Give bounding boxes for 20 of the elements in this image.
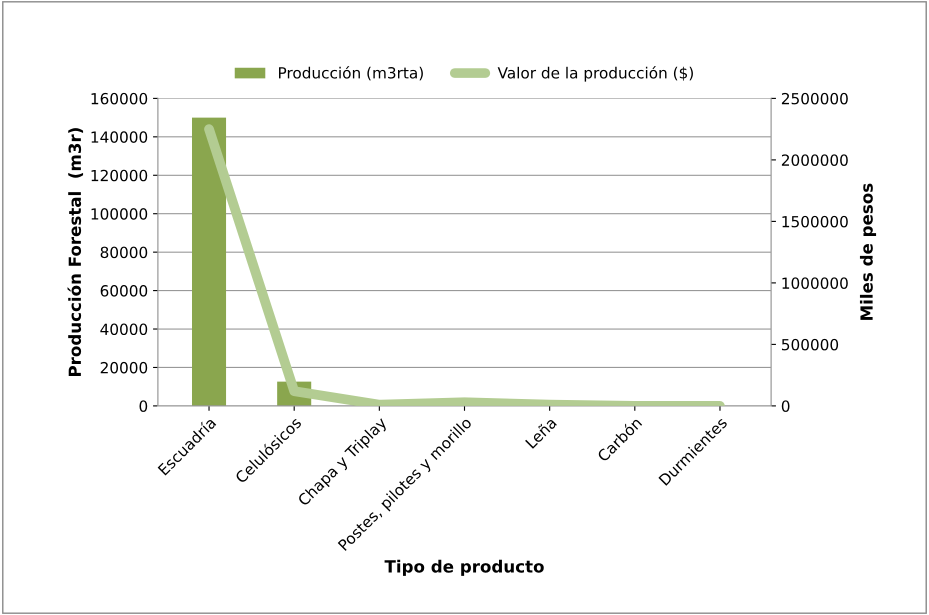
y-axis-title: Producción Forestal (m3r): [68, 128, 84, 376]
y-tick-label: 20000: [100, 362, 148, 374]
y2-tick-label: 2000000: [782, 154, 848, 166]
y-tick-label: 80000: [100, 246, 148, 258]
y-tick-label: 40000: [100, 323, 148, 336]
y2-axis-title: Miles de pesos: [860, 184, 876, 320]
y2-tick-label: 1000000: [782, 277, 848, 289]
y-tick-label: 0: [139, 400, 148, 412]
y2-tick-label: 500000: [782, 338, 838, 350]
y-tick-label: 100000: [92, 208, 148, 220]
y2-tick-label: 0: [782, 400, 790, 412]
legend-label: Producción (m3rta): [279, 66, 423, 80]
x-axis-title: Tipo de producto: [384, 560, 544, 576]
y2-tick-label: 1500000: [782, 216, 848, 228]
y-tick-label: 120000: [92, 170, 148, 182]
legend-label: Valor de la producción ($): [498, 66, 693, 82]
y-tick-label: 140000: [92, 131, 148, 143]
y-tick-label: 160000: [92, 92, 148, 104]
y2-tick-label: 2500000: [782, 92, 848, 104]
y-tick-label: 60000: [100, 285, 148, 297]
